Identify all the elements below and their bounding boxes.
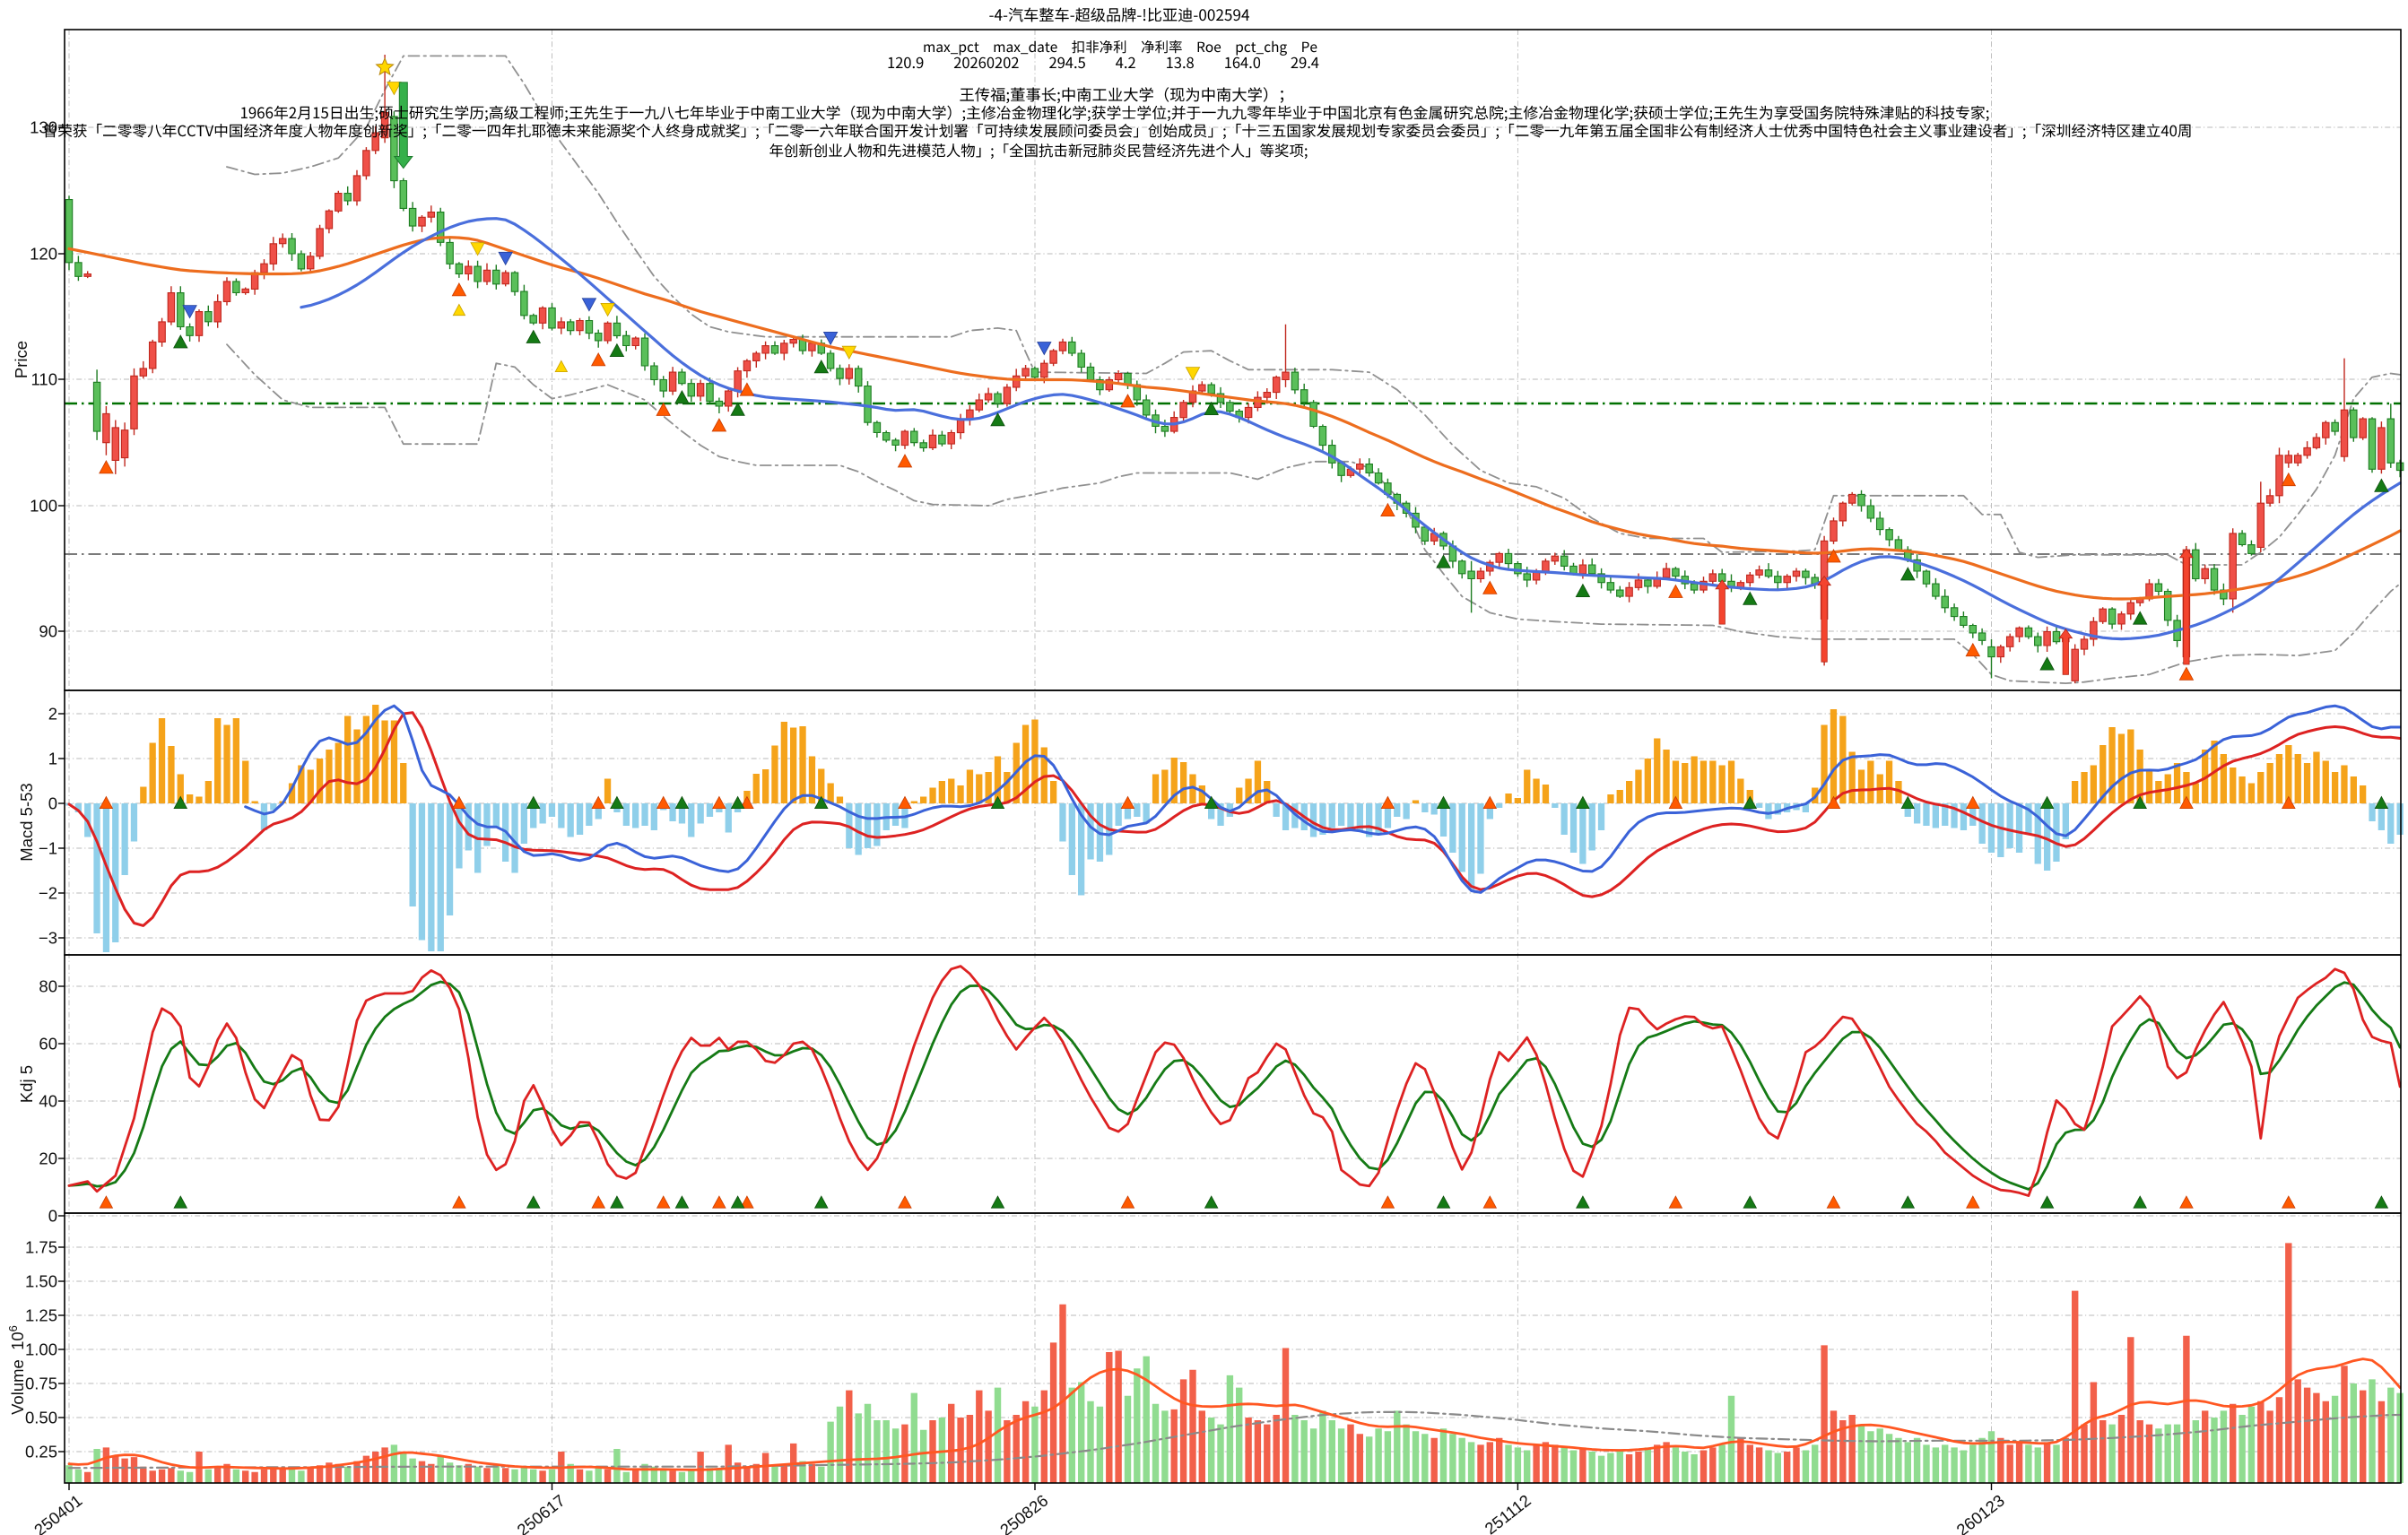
svg-text:−2: −2 xyxy=(39,884,57,903)
svg-text:Macd 5-53: Macd 5-53 xyxy=(17,783,36,861)
svg-text:0.75: 0.75 xyxy=(25,1375,57,1393)
svg-text:0: 0 xyxy=(48,1207,57,1226)
svg-text:Kdj 5: Kdj 5 xyxy=(17,1065,36,1103)
svg-text:1: 1 xyxy=(48,750,57,768)
svg-text:60: 60 xyxy=(39,1035,57,1054)
svg-text:0.25: 0.25 xyxy=(25,1443,57,1461)
svg-text:90: 90 xyxy=(39,622,57,641)
svg-text:2: 2 xyxy=(48,705,57,724)
svg-text:110: 110 xyxy=(31,370,58,389)
svg-text:Price: Price xyxy=(12,341,30,378)
svg-text:−1: −1 xyxy=(39,839,57,858)
svg-text:0: 0 xyxy=(48,794,57,813)
svg-text:1.00: 1.00 xyxy=(25,1340,57,1359)
svg-text:100: 100 xyxy=(30,497,57,516)
svg-text:Volume 106: Volume 106 xyxy=(6,1325,28,1415)
svg-text:120: 120 xyxy=(30,245,57,264)
svg-text:20: 20 xyxy=(39,1149,57,1168)
svg-text:−3: −3 xyxy=(39,929,57,948)
svg-text:1.25: 1.25 xyxy=(25,1306,57,1325)
svg-text:1.75: 1.75 xyxy=(25,1238,57,1257)
svg-text:1.50: 1.50 xyxy=(25,1272,57,1291)
svg-text:0.50: 0.50 xyxy=(25,1409,57,1427)
svg-text:80: 80 xyxy=(39,977,57,996)
svg-text:40: 40 xyxy=(39,1092,57,1111)
